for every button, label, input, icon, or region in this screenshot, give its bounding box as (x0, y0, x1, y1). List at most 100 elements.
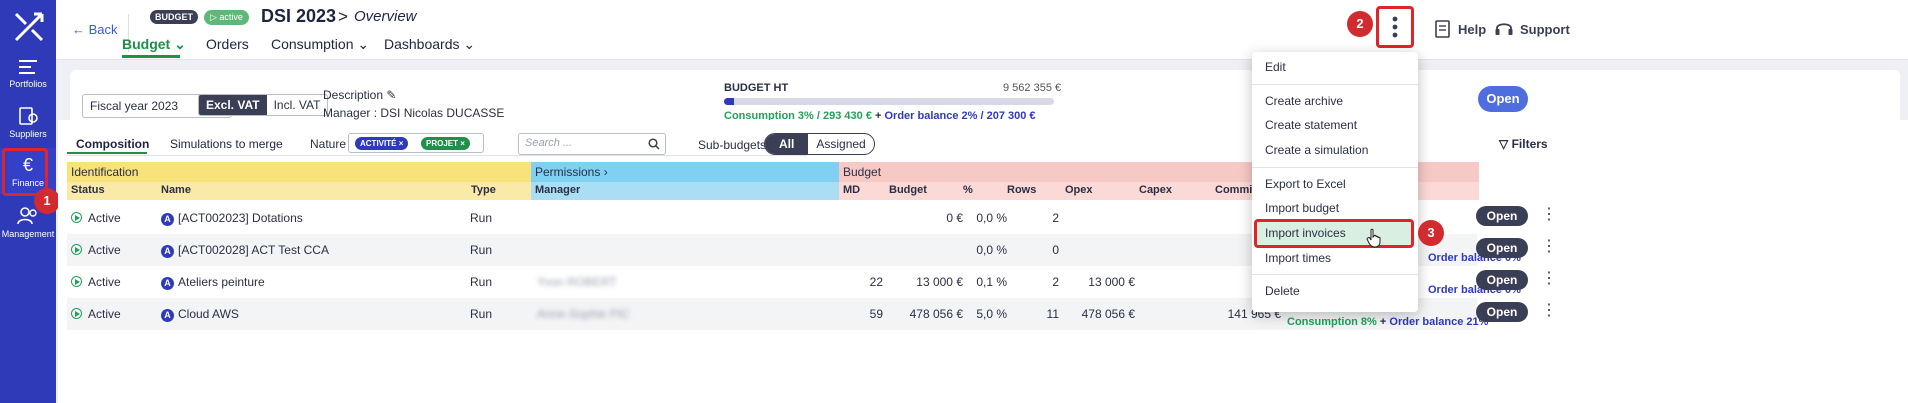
sidebar-label-management: Management (1, 229, 55, 239)
sidebar-item-portfolios[interactable]: Portfolios (0, 58, 56, 89)
back-label: Back (88, 22, 118, 37)
step-badge-3: 3 (1418, 220, 1444, 246)
row-rows: 0 (1052, 243, 1059, 257)
table-row[interactable]: Active A Ateliers peinture Run Yvon ROBER… (67, 266, 1477, 298)
col-manager[interactable]: Manager (531, 182, 839, 200)
play-circle-icon (71, 212, 82, 223)
seg-assigned[interactable]: Assigned (816, 137, 866, 151)
tab-dashboards[interactable]: Dashboards ⌄ (384, 36, 475, 53)
sidebar-item-suppliers[interactable]: Suppliers (0, 106, 56, 139)
menu-item-edit[interactable]: Edit (1265, 60, 1286, 74)
progress-fill (724, 98, 734, 105)
portfolios-icon (19, 60, 37, 74)
budget-tag: BUDGET (150, 10, 198, 24)
chip-activite-label: ACTIVITÉ (360, 139, 397, 148)
row-manager-blurred: Yvon ROBERT (537, 275, 617, 289)
search-input[interactable]: Search ... (518, 133, 666, 155)
row-name[interactable]: A [ACT002028] ACT Test CCA (161, 243, 329, 258)
open-budget-button[interactable]: Open (1478, 86, 1528, 112)
row-open-button[interactable]: Open (1476, 302, 1528, 322)
more-actions-button[interactable] (1380, 10, 1410, 44)
sidebar-item-management[interactable]: Management (0, 206, 56, 239)
vat-toggle: Excl. VAT Incl. VAT (198, 94, 329, 116)
subbudgets-toggle: All Assigned (764, 133, 875, 155)
menu-item-export-excel[interactable]: Export to Excel (1265, 177, 1346, 191)
row-kebab-icon[interactable]: ⋮ (1541, 270, 1557, 287)
row-name[interactable]: A [ACT002023] Dotations (161, 211, 303, 226)
tab-consumption[interactable]: Consumption ⌄ (271, 36, 369, 53)
support-button[interactable]: Support (1494, 20, 1570, 38)
row-open-button[interactable]: Open (1476, 206, 1528, 226)
composition-panel: Composition Simulations to merge Nature … (58, 120, 1908, 403)
col-pct[interactable]: % (959, 182, 1003, 200)
tab-composition[interactable]: Composition (76, 137, 150, 151)
menu-item-create-statement[interactable]: Create statement (1265, 118, 1358, 132)
col-name[interactable]: Name (157, 182, 467, 200)
row-kebab-icon[interactable]: ⋮ (1541, 206, 1557, 223)
search-icon[interactable] (648, 138, 660, 150)
help-button[interactable]: Help (1434, 20, 1486, 38)
vat-incl-option[interactable]: Incl. VAT (273, 98, 321, 112)
row-rows: 11 (1046, 307, 1059, 321)
group-permissions[interactable]: Permissions › (531, 162, 839, 182)
menu-item-import-invoices[interactable]: Import invoices (1265, 226, 1346, 240)
row-manager-blurred: Anne-Sophie PIC (537, 307, 630, 321)
col-type[interactable]: Type (467, 182, 531, 200)
status-badge: ▷ active (204, 10, 249, 25)
col-capex[interactable]: Capex (1135, 182, 1211, 200)
sidebar-label-portfolios: Portfolios (9, 79, 47, 89)
menu-item-create-simulation[interactable]: Create a simulation (1265, 143, 1369, 157)
kebab-menu-icon (1392, 16, 1398, 38)
help-book-icon (1435, 20, 1450, 38)
filters-label: Filters (1511, 137, 1548, 151)
subtab-active-underline (67, 152, 147, 154)
peek-consumption: Consumption 8% (1287, 316, 1377, 328)
close-icon[interactable]: × (460, 139, 465, 148)
tab-active-underline (122, 55, 180, 58)
search-placeholder: Search ... (525, 137, 573, 149)
filters-button[interactable]: ▽ Filters (1499, 137, 1548, 151)
col-opex[interactable]: Opex (1061, 182, 1135, 200)
menu-separator (1252, 84, 1418, 85)
fiscal-year-value: Fiscal year 2023 (90, 99, 179, 113)
highlight-finance (2, 148, 48, 196)
menu-item-create-archive[interactable]: Create archive (1265, 94, 1344, 108)
row-name[interactable]: A Cloud AWS (161, 307, 239, 322)
row-kebab-icon[interactable]: ⋮ (1541, 302, 1557, 319)
row-name-text: Ateliers peinture (178, 275, 265, 289)
order-balance-text: Order balance 2% / 207 300 € (884, 110, 1036, 122)
col-budget[interactable]: Budget (885, 182, 959, 200)
tab-simulations[interactable]: Simulations to merge (170, 137, 283, 151)
menu-item-import-budget[interactable]: Import budget (1265, 201, 1340, 215)
row-pct: 0,0 % (976, 243, 1007, 257)
row-name[interactable]: A Ateliers peinture (161, 275, 265, 290)
row-kebab-icon[interactable]: ⋮ (1541, 238, 1557, 255)
sidebar-label-suppliers: Suppliers (9, 129, 47, 139)
vat-excl-option[interactable]: Excl. VAT (199, 95, 267, 115)
table-row[interactable]: Active A [ACT002028] ACT Test CCA Run 0,0… (67, 234, 1477, 266)
col-md[interactable]: MD (839, 182, 885, 200)
row-status-text: Active (88, 211, 121, 225)
management-icon (17, 207, 37, 225)
row-open-button[interactable]: Open (1476, 238, 1528, 258)
chip-projet[interactable]: PROJET × (421, 137, 470, 150)
more-actions-menu: Edit Create archive Create statement Cre… (1252, 52, 1418, 312)
nature-filter[interactable]: ACTIVITÉ × PROJET × (348, 133, 484, 153)
col-status[interactable]: Status (67, 182, 157, 200)
table-row[interactable]: Active A [ACT002023] Dotations Run 0 € 0,… (67, 202, 1477, 234)
sidebar-label-finance: Finance (11, 178, 45, 188)
row-open-button[interactable]: Open (1476, 270, 1528, 290)
budget-ht-value: 9 562 355 € (1003, 82, 1062, 94)
close-icon[interactable]: × (398, 139, 404, 148)
menu-item-import-times[interactable]: Import times (1265, 251, 1332, 265)
app-logo-icon[interactable] (14, 12, 44, 42)
tab-orders[interactable]: Orders (206, 36, 249, 52)
tab-budget[interactable]: Budget ⌄ (122, 36, 186, 53)
chip-activite[interactable]: ACTIVITÉ × (355, 137, 409, 150)
seg-all[interactable]: All (765, 134, 809, 154)
pencil-icon[interactable]: ✎ (386, 88, 397, 102)
col-rows[interactable]: Rows (1003, 182, 1061, 200)
manager-text: Manager : DSI Nicolas DUCASSE (323, 106, 505, 120)
menu-item-delete[interactable]: Delete (1265, 284, 1300, 298)
back-link[interactable]: ← Back (72, 22, 118, 37)
